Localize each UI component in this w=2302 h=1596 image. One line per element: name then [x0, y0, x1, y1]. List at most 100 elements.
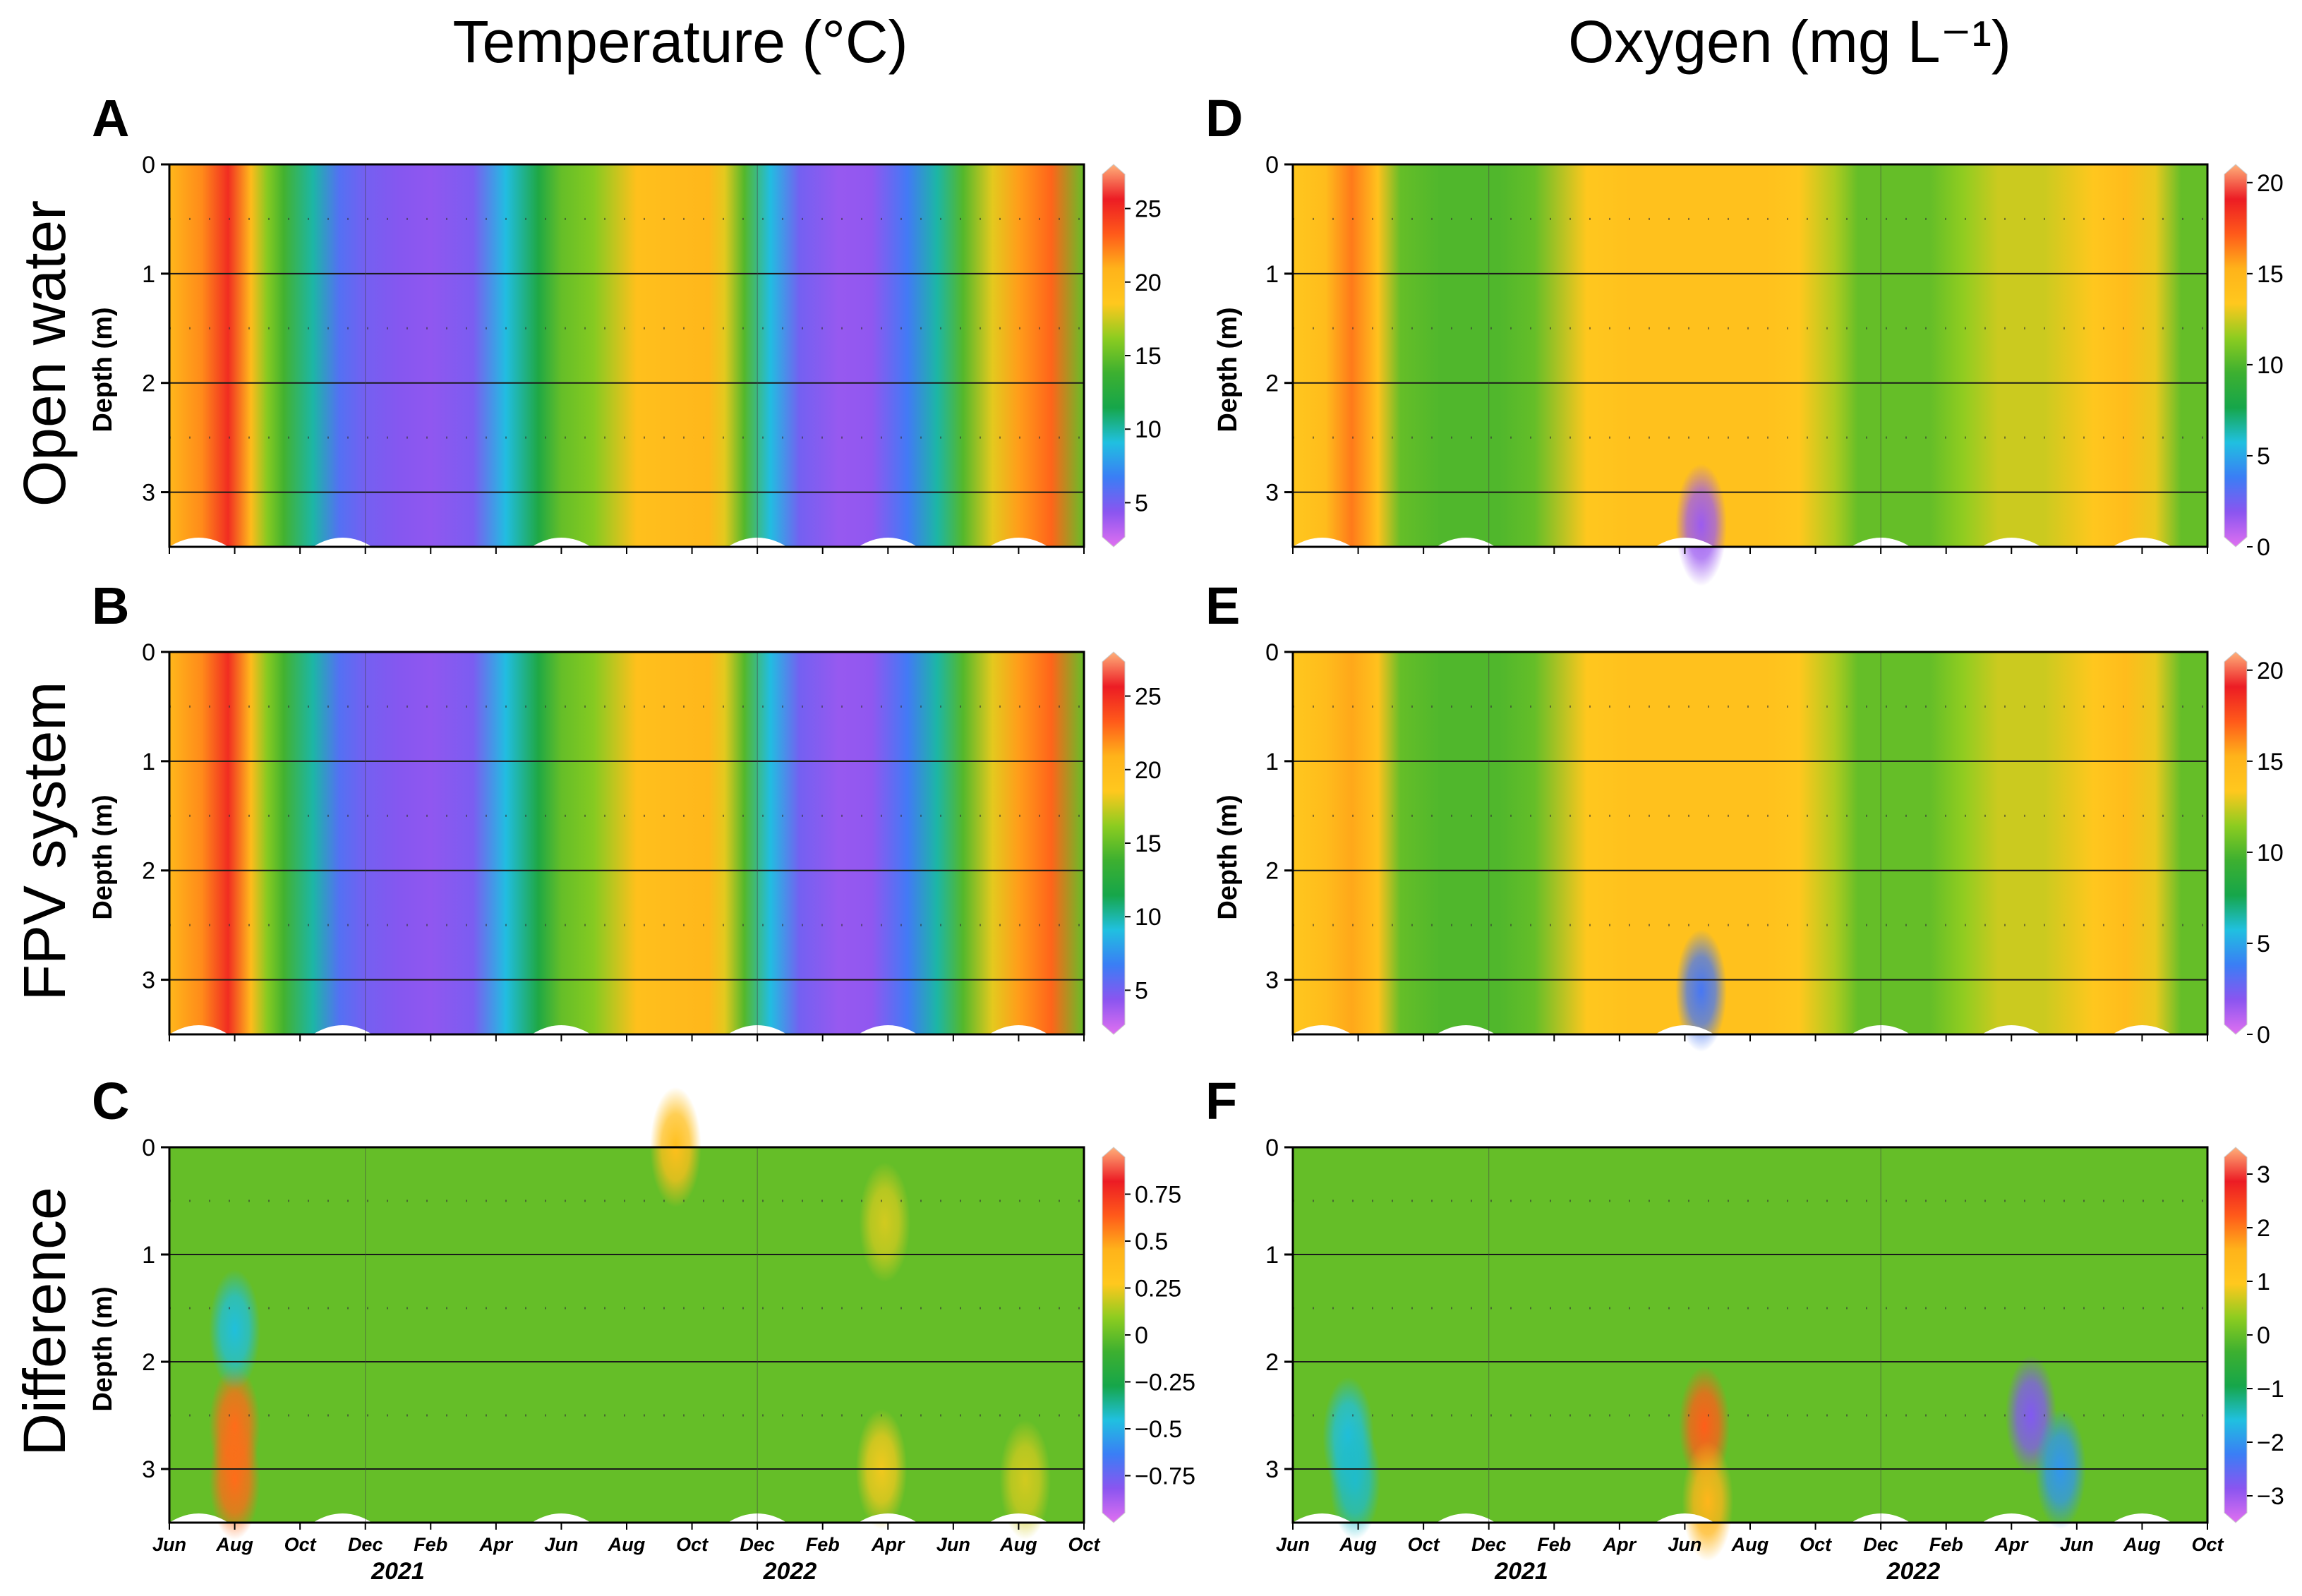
x-tick-label: Apr: [871, 1534, 905, 1555]
missing-data-gap: [169, 538, 229, 547]
colorbar-tick-label: −3: [2257, 1483, 2284, 1510]
year-label: 2022: [763, 1558, 817, 1585]
panel-letter: F: [1205, 1072, 1237, 1130]
y-tick-label: 0: [142, 639, 155, 666]
colorbar-tick-label: 15: [2257, 261, 2284, 288]
panel-B: 0 1 2 3 Depth (m) B 25 20 15 10 5: [88, 576, 1162, 1041]
missing-data-gap: [531, 1513, 591, 1523]
colorbar-tick-label: 0: [1135, 1322, 1148, 1349]
x-tick-label: Apr: [479, 1534, 514, 1555]
panel-C: 0 1 2 3 Depth (m) C Jun Aug Oct Dec Feb Apr Jun Aug Oc…: [88, 1072, 1195, 1585]
x-tick-label: Jun: [152, 1534, 186, 1555]
y-tick-label: 2: [142, 858, 155, 885]
colorbar-tick-label: 10: [2257, 840, 2284, 866]
panel-letter: B: [92, 576, 129, 635]
x-tick-label: Aug: [1731, 1534, 1769, 1555]
missing-data-gap: [858, 1513, 918, 1523]
y-tick-label: 1: [142, 261, 155, 288]
colorbar-tick-label: 15: [1135, 343, 1162, 370]
row-title-difference: Difference: [11, 1187, 78, 1456]
colorbar-tick-label: 20: [2257, 658, 2284, 684]
missing-data-gap: [1982, 538, 2042, 547]
missing-data-gap: [1436, 1513, 1496, 1523]
panel-letter: A: [92, 89, 129, 147]
y-tick-label: 3: [1265, 967, 1279, 994]
y-tick-label: 1: [142, 749, 155, 775]
y-tick-label: 0: [1265, 639, 1279, 666]
missing-data-gap: [313, 1513, 373, 1523]
hotspot: [1682, 1441, 1734, 1561]
hotspot: [1329, 1420, 1381, 1540]
missing-data-gap: [531, 538, 591, 547]
missing-data-gap: [989, 1513, 1049, 1523]
missing-data-gap: [2112, 1025, 2172, 1034]
colorbar-tick-label: 5: [2257, 931, 2270, 957]
y-axis-label: Depth (m): [88, 794, 118, 919]
x-tick-label: Oct: [1068, 1534, 1100, 1555]
y-tick-label: 0: [142, 152, 155, 179]
missing-data-gap: [2112, 1513, 2172, 1523]
y-tick-label: 0: [1265, 152, 1279, 179]
y-tick-label: 2: [142, 1349, 155, 1376]
y-tick-label: 3: [142, 1456, 155, 1483]
y-tick-label: 1: [1265, 1242, 1279, 1269]
y-tick-label: 0: [1265, 1135, 1279, 1161]
x-tick-label: Jun: [1276, 1534, 1310, 1555]
y-tick-label: 3: [142, 480, 155, 507]
panel-letter: D: [1205, 89, 1243, 147]
x-tick-label: Feb: [414, 1534, 447, 1555]
colorbar-tick-label: 0.75: [1135, 1182, 1181, 1209]
colorbar-tick-label: −2: [2257, 1429, 2284, 1456]
x-tick-label: Dec: [1863, 1534, 1898, 1555]
missing-data-gap: [313, 1025, 373, 1034]
y-tick-label: 2: [142, 370, 155, 397]
x-tick-label: Jun: [936, 1534, 970, 1555]
colorbar: [1102, 651, 1126, 1035]
colorbar-tick-label: 15: [2257, 749, 2284, 775]
colorbar-tick-label: 5: [1135, 490, 1148, 516]
x-tick-label: Jun: [1668, 1534, 1701, 1555]
colorbar-tick-label: 0: [2257, 534, 2270, 561]
y-tick-label: 1: [142, 1242, 155, 1269]
x-tick-label: Aug: [1339, 1534, 1377, 1555]
y-tick-label: 2: [1265, 370, 1279, 397]
colorbar: [1102, 1147, 1126, 1523]
missing-data-gap: [1292, 538, 1352, 547]
x-tick-label: Jun: [2060, 1534, 2094, 1555]
colorbar-tick-label: 20: [2257, 170, 2284, 197]
x-tick-label: Oct: [676, 1534, 709, 1555]
missing-data-gap: [1655, 1025, 1715, 1034]
colorbar-tick-label: 10: [1135, 904, 1162, 931]
missing-data-gap: [1655, 1513, 1715, 1523]
colorbar-tick-label: 20: [1135, 270, 1162, 296]
colorbar-tick-label: 5: [2257, 443, 2270, 470]
y-axis-label: Depth (m): [88, 1286, 118, 1411]
x-tick-label: Apr: [1994, 1534, 2029, 1555]
x-tick-label: Feb: [1929, 1534, 1963, 1555]
x-tick-label: Feb: [806, 1534, 840, 1555]
panel-F: 0 1 2 3 F Jun Aug Oct Dec Feb Apr Jun Aug Oct Dec Feb Ap…: [1205, 1072, 2284, 1585]
x-tick-label: Apr: [1603, 1534, 1637, 1555]
missing-data-gap: [531, 1025, 591, 1034]
colorbar-tick-label: −0.25: [1135, 1370, 1195, 1396]
y-tick-label: 0: [142, 1135, 155, 1161]
hotspot: [209, 1269, 260, 1390]
year-label: 2021: [370, 1558, 425, 1585]
hotspot: [859, 1162, 910, 1283]
colorbar-tick-label: 25: [1135, 196, 1162, 223]
missing-data-gap: [1436, 1025, 1496, 1034]
hotspot: [999, 1420, 1051, 1540]
year-label: 2022: [1886, 1558, 1941, 1585]
x-tick-label: Feb: [1537, 1534, 1571, 1555]
y-axis-label: Depth (m): [1213, 794, 1243, 919]
y-axis-label: Depth (m): [88, 307, 118, 432]
missing-data-gap: [1982, 1513, 2042, 1523]
x-tick-label: Oct: [2191, 1534, 2224, 1555]
row-title-fpv-system: FPV system: [11, 682, 78, 1001]
colorbar: [2224, 164, 2248, 548]
missing-data-gap: [1292, 1025, 1352, 1034]
colorbar-tick-label: 10: [2257, 352, 2284, 379]
missing-data-gap: [1982, 1025, 2042, 1034]
x-tick-label: Aug: [2123, 1534, 2161, 1555]
